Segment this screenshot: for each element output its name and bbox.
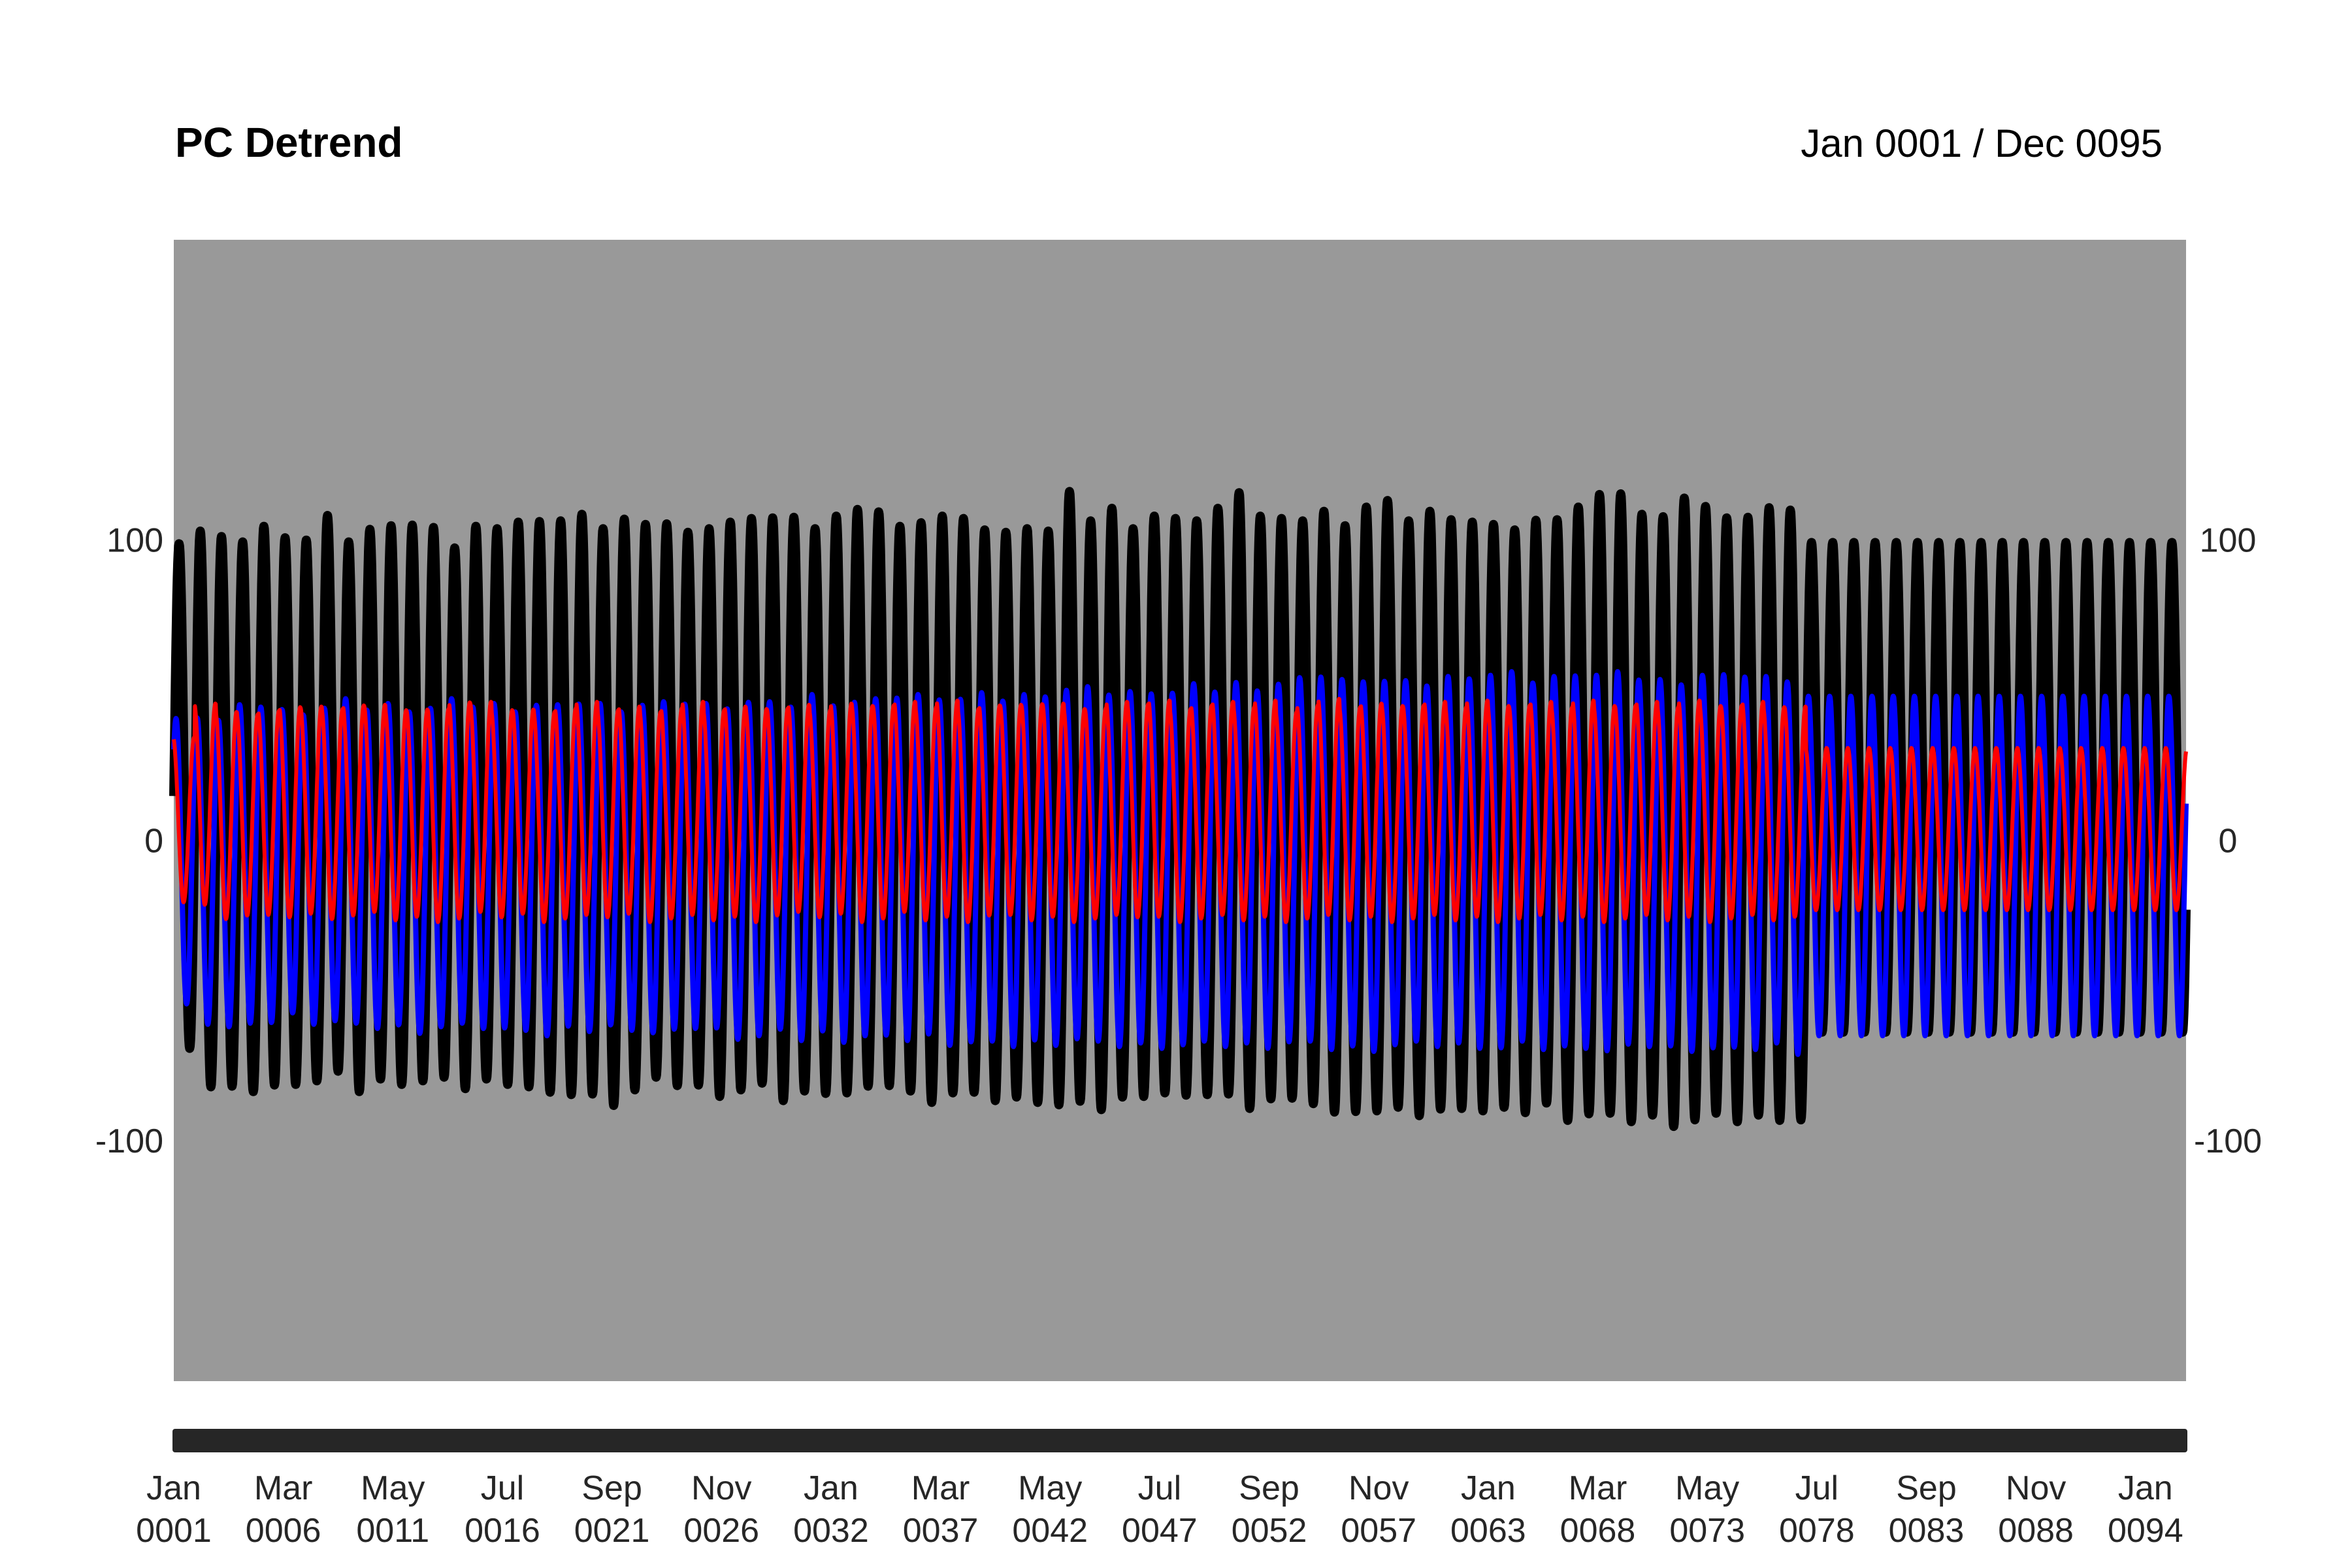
x-tick-15: Jul 0078	[1779, 1469, 1855, 1550]
x-tick-7: Mar 0037	[903, 1469, 979, 1550]
time-range-bar[interactable]	[172, 1429, 2187, 1452]
chart-title: PC Detrend	[175, 119, 403, 166]
series-line-1	[169, 487, 2191, 1132]
y-axis-ticks: 100 100 0 0 -100 -100	[95, 522, 2262, 1160]
x-tick-8: May 0042	[1012, 1469, 1088, 1550]
x-tick-6: Jan 0032	[793, 1469, 869, 1550]
x-tick-0: Jan 0001	[136, 1469, 212, 1550]
x-tick-14: May 0073	[1669, 1469, 1745, 1550]
x-tick-4: Sep 0021	[574, 1469, 650, 1550]
x-tick-13: Mar 0068	[1560, 1469, 1636, 1550]
x-tick-18: Jan 0094	[2108, 1469, 2183, 1550]
x-tick-17: Nov 0088	[1998, 1469, 2074, 1550]
series-layer	[169, 487, 2191, 1132]
x-tick-3: Jul 0016	[465, 1469, 540, 1550]
y-tick-left-2: -100	[95, 1122, 163, 1160]
date-range-label: Jan 0001 / Dec 0095	[1801, 122, 2163, 165]
x-tick-1: Mar 0006	[246, 1469, 321, 1550]
y-tick-right-1: 0	[2219, 822, 2238, 860]
y-tick-right-2: -100	[2194, 1122, 2262, 1160]
x-tick-10: Sep 0052	[1232, 1469, 1307, 1550]
x-tick-16: Sep 0083	[1889, 1469, 1965, 1550]
y-tick-left-0: 100	[106, 522, 163, 560]
y-tick-right-0: 100	[2200, 522, 2257, 560]
series-line-3	[172, 696, 2188, 924]
x-axis-ticks: Jan 0001 Mar 0006 May 0011 Jul 0016 Sep 0021 Nov 00…	[136, 1469, 2183, 1550]
series-line-2	[171, 669, 2189, 1057]
x-tick-2: May 0011	[356, 1469, 429, 1550]
x-tick-9: Jul 0047	[1122, 1469, 1198, 1550]
x-tick-5: Nov 0026	[683, 1469, 759, 1550]
x-tick-12: Jan 0063	[1450, 1469, 1526, 1550]
x-tick-11: Nov 0057	[1341, 1469, 1416, 1550]
y-tick-left-1: 0	[144, 822, 163, 860]
